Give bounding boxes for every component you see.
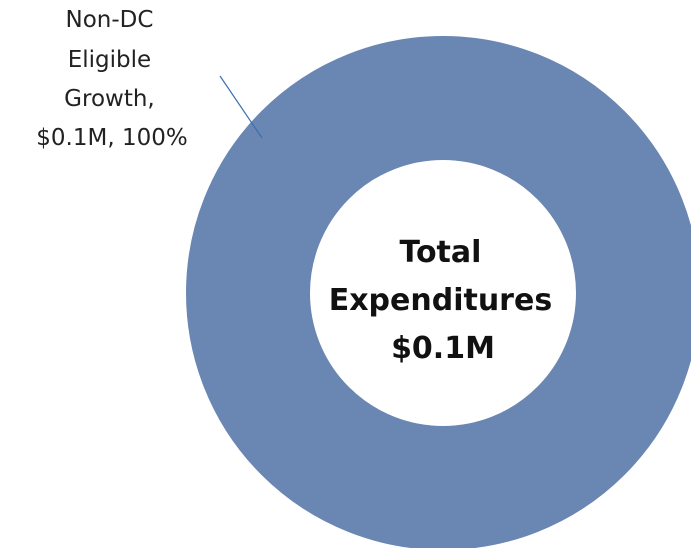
center-label-line-2: Expenditures xyxy=(329,283,552,318)
data-label-non-dc-eligible-growth: Non-DC Eligible Growth, $0.1M, 100% xyxy=(36,7,187,151)
data-label-line-3: Growth, xyxy=(64,86,155,112)
center-label: Total Expenditures $0.1M xyxy=(329,235,558,366)
data-label-line-2: Eligible xyxy=(68,47,151,73)
center-label-line-1: Total xyxy=(399,235,481,270)
donut-slices xyxy=(186,36,691,548)
data-label-leader-line xyxy=(219,75,263,139)
data-label-line-1: Non-DC xyxy=(65,7,153,33)
center-label-line-3: $0.1M xyxy=(391,331,495,366)
data-label-line-4: $0.1M, 100% xyxy=(36,125,187,151)
donut-slice-non-dc-eligible-growth xyxy=(186,36,691,548)
